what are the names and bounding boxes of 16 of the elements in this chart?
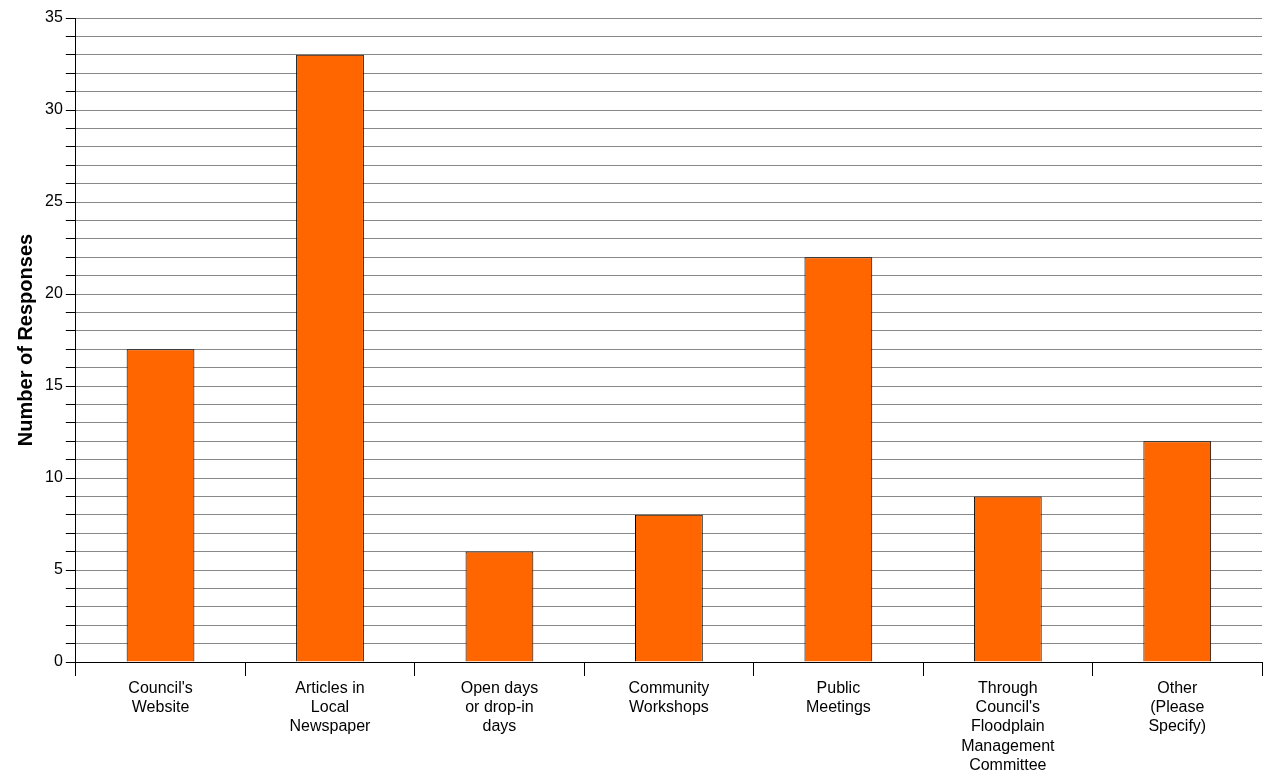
y-tick-label: 0: [53, 652, 63, 670]
x-tick-label: Open days or drop-in days: [460, 679, 539, 735]
y-tick-label: 15: [45, 376, 63, 394]
y-tick-label: 25: [45, 192, 63, 210]
x-tick-label: Public Meetings: [805, 679, 871, 716]
y-tick-label: 20: [45, 284, 63, 302]
y-tick-label: 10: [45, 468, 63, 486]
x-tick-label: Community Workshops: [628, 679, 710, 716]
y-axis-title: Number of Responses: [13, 233, 36, 447]
x-tick-label: Other (Please Specify): [1148, 679, 1207, 735]
y-tick-label: 35: [45, 8, 63, 26]
x-tick-label: Articles in Local Newspaper: [289, 679, 372, 735]
x-tick-label: Through Council's Floodplain Management Committee: [961, 679, 1056, 773]
y-tick-label: 5: [53, 560, 63, 578]
x-tick-label: Council's Website: [128, 679, 193, 716]
y-tick-label: 30: [45, 100, 63, 118]
